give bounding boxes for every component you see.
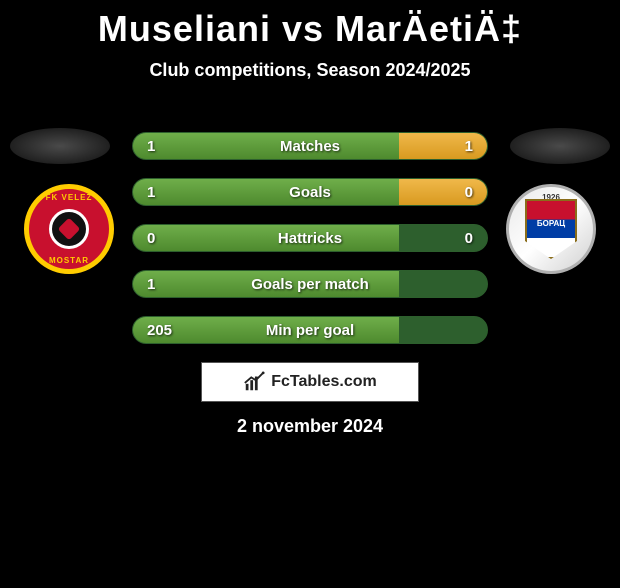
stat-bar: 0Hattricks0 — [132, 224, 488, 252]
badge-left-bottom-text: MOSTAR — [49, 256, 89, 265]
badge-left-top-text: FK VELEZ — [46, 193, 93, 202]
bar-label: Min per goal — [133, 317, 487, 343]
match-date: 2 november 2024 — [0, 416, 620, 437]
bar-label: Goals — [133, 179, 487, 205]
page-title: Museliani vs MarÄetiÄ‡ — [0, 8, 620, 50]
team-right-badge: 1926 БОРАЦ — [506, 184, 596, 274]
stat-bar: 1Matches1 — [132, 132, 488, 160]
ball-icon — [49, 209, 89, 249]
bar-value-right: 0 — [465, 179, 473, 205]
bar-value-right: 0 — [465, 225, 473, 251]
stat-bar: 205Min per goal — [132, 316, 488, 344]
badge-right-shield-text: БОРАЦ — [527, 219, 575, 228]
bar-label: Hattricks — [133, 225, 487, 251]
comparison-bars: 1Matches11Goals00Hattricks01Goals per ma… — [132, 132, 488, 362]
bar-value-right: 1 — [465, 133, 473, 159]
chart-icon — [243, 371, 265, 393]
bar-label: Goals per match — [133, 271, 487, 297]
site-logo: FcTables.com — [201, 362, 419, 402]
right-shadow-ellipse — [510, 128, 610, 164]
left-shadow-ellipse — [10, 128, 110, 164]
shield-icon: БОРАЦ — [525, 199, 577, 259]
stat-bar: 1Goals0 — [132, 178, 488, 206]
site-logo-text: FcTables.com — [271, 373, 377, 391]
stat-bar: 1Goals per match — [132, 270, 488, 298]
subtitle: Club competitions, Season 2024/2025 — [0, 60, 620, 81]
bar-label: Matches — [133, 133, 487, 159]
team-left-badge: FK VELEZ MOSTAR — [24, 184, 114, 274]
